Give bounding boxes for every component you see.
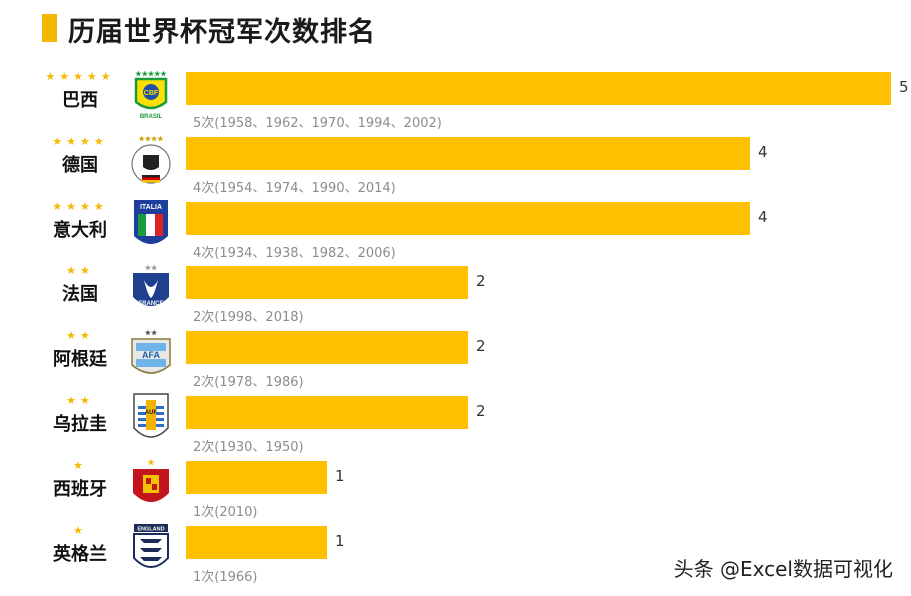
- year-annotation: 4次(1954、1974、1990、2014): [193, 181, 396, 196]
- svg-text:★★: ★★: [145, 329, 158, 337]
- bar: [186, 202, 750, 235]
- value-label: 2: [476, 337, 486, 355]
- value-label: 1: [335, 467, 345, 485]
- year-annotation: 2次(1978、1986): [193, 375, 304, 390]
- value-label: 1: [335, 532, 345, 550]
- chart-title: 历届世界杯冠军次数排名: [68, 17, 376, 48]
- chart-row: ★ 西班牙 ★ 1 1次(2010): [0, 457, 911, 521]
- england-crest-icon: ENGLAND: [133, 524, 169, 568]
- germany-crest-icon: ★★★★: [131, 135, 171, 184]
- bar: [186, 72, 891, 105]
- chart-row: ★ 英格兰 ENGLAND 1 1次(1966): [0, 522, 911, 586]
- argentina-crest-icon: ★★ AFA: [131, 329, 171, 374]
- title-accent-bar: [42, 14, 57, 42]
- chart-row: ★★ 法国 ★★ FRANCE 2 2次(1998、2018): [0, 262, 911, 326]
- chart-row: ★★★★★ 巴西 ★★★★★ CBF BRASIL 5 5次(1958、1962、1970、…: [0, 68, 911, 132]
- category-label: 阿根廷: [53, 349, 107, 370]
- svg-text:★★: ★★: [145, 264, 158, 272]
- year-annotation: 1次(1966): [193, 570, 258, 585]
- category-label: 西班牙: [53, 479, 107, 500]
- category-label: 英格兰: [53, 544, 107, 565]
- brazil-crest-icon: ★★★★★ CBF BRASIL: [134, 70, 167, 120]
- category-label: 德国: [62, 155, 98, 176]
- france-crest-icon: ★★ FRANCE: [133, 264, 169, 307]
- bar: [186, 331, 468, 364]
- year-annotation: 5次(1958、1962、1970、1994、2002): [193, 116, 442, 131]
- bar: [186, 137, 750, 170]
- watermark: 头条 @Excel数据可视化: [673, 557, 893, 581]
- italy-crest-icon: ITALIA: [134, 200, 168, 244]
- category-label: 法国: [62, 284, 98, 305]
- value-label: 5: [899, 78, 909, 96]
- year-annotation: 1次(2010): [193, 505, 258, 520]
- svg-text:ITALIA: ITALIA: [140, 204, 162, 211]
- svg-text:BRASIL: BRASIL: [140, 114, 163, 120]
- star-rating: ★: [73, 459, 87, 472]
- bar: [186, 266, 468, 299]
- svg-text:★: ★: [147, 458, 155, 467]
- chart-row: ★★★★ 意大利 ITALIA 4 4次(1934、1938、1982、2006): [0, 198, 911, 262]
- value-label: 4: [758, 208, 768, 226]
- value-label: 2: [476, 272, 486, 290]
- spain-crest-icon: ★: [133, 458, 169, 502]
- value-label: 4: [758, 143, 768, 161]
- value-label: 2: [476, 402, 486, 420]
- chart-row: ★★ 阿根廷 ★★ AFA 2 2次(1978、1986): [0, 327, 911, 391]
- svg-text:ENGLAND: ENGLAND: [137, 527, 164, 533]
- bar: [186, 526, 327, 559]
- star-rating: ★★: [66, 329, 94, 342]
- star-rating: ★★★★★: [45, 70, 115, 83]
- star-rating: ★: [73, 524, 87, 537]
- uruguay-crest-icon: AUF: [133, 393, 169, 438]
- svg-text:AFA: AFA: [142, 350, 161, 360]
- svg-text:★★★★: ★★★★: [138, 135, 164, 143]
- star-rating: ★★★★: [52, 135, 108, 148]
- chart-row: ★★★★ 德国 ★★★★ 4 4次(1954、1974、1990、2014): [0, 133, 911, 197]
- year-annotation: 4次(1934、1938、1982、2006): [193, 246, 396, 261]
- category-label: 乌拉圭: [53, 414, 107, 435]
- year-annotation: 2次(1998、2018): [193, 310, 304, 325]
- svg-text:FRANCE: FRANCE: [139, 301, 164, 307]
- bar: [186, 396, 468, 429]
- category-label: 意大利: [53, 220, 107, 241]
- svg-text:CBF: CBF: [144, 90, 159, 97]
- year-annotation: 2次(1930、1950): [193, 440, 304, 455]
- star-rating: ★★★★: [52, 200, 108, 213]
- chart-row: ★★ 乌拉圭 AUF 2 2次(1930、1950): [0, 392, 911, 456]
- svg-text:AUF: AUF: [145, 410, 158, 416]
- star-rating: ★★: [66, 394, 94, 407]
- bar: [186, 461, 327, 494]
- star-rating: ★★: [66, 264, 94, 277]
- category-label: 巴西: [62, 90, 98, 111]
- svg-text:★★★★★: ★★★★★: [135, 70, 167, 78]
